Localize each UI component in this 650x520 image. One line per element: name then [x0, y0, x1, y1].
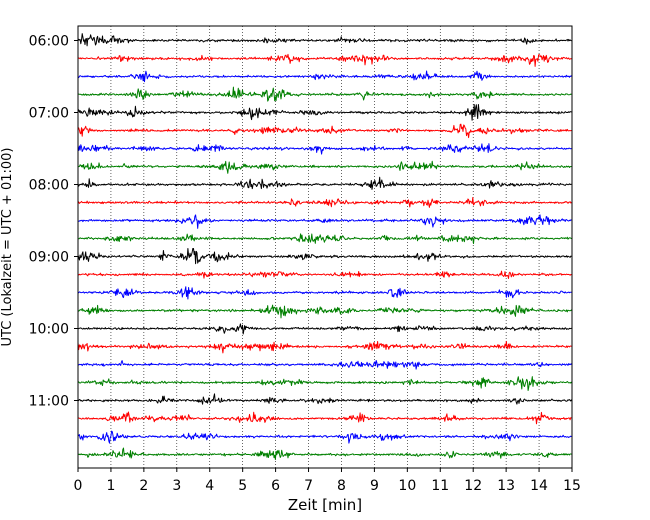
trace-line: [77, 323, 572, 335]
y-tick-label: 07:00: [29, 106, 69, 122]
x-tick-label: 7: [304, 478, 313, 494]
y-tick-label: 09:00: [29, 250, 69, 266]
trace-line: [77, 233, 572, 245]
trace-line: [77, 411, 572, 425]
y-axis-label: UTC (Lokalzeit = UTC + 01:00): [0, 148, 15, 347]
trace-line: [77, 143, 572, 155]
x-tick-label: 4: [205, 478, 214, 494]
x-tick-label: 13: [497, 478, 515, 494]
x-tick-label: 10: [398, 478, 416, 494]
trace-line: [77, 248, 572, 265]
trace-line: [77, 360, 572, 370]
x-tick-label: 6: [271, 478, 280, 494]
trace-line: [77, 176, 572, 190]
y-axis: 06:00 07:00 08:00 09:00 10:00 11:00: [29, 34, 78, 410]
trace-line: [77, 270, 572, 279]
trace-line: [77, 286, 572, 300]
trace-line: [77, 340, 572, 354]
y-tick-label: 06:00: [29, 34, 69, 50]
x-axis-label: Zeit [min]: [288, 496, 362, 514]
x-tick-label: 5: [238, 478, 247, 494]
trace-line: [77, 196, 572, 208]
trace-line: [77, 33, 572, 47]
x-tick-label: 2: [139, 478, 148, 494]
trace-line: [77, 393, 572, 405]
y-tick-label: 11:00: [29, 394, 69, 410]
trace-line: [77, 214, 572, 229]
trace-line: [77, 447, 572, 461]
trace-line: [77, 376, 572, 391]
trace-line: [77, 86, 572, 102]
x-tick-label: 8: [337, 478, 346, 494]
trace-line: [77, 104, 572, 121]
y-tick-label: 08:00: [29, 178, 69, 194]
x-tick-label: 11: [431, 478, 449, 494]
x-tick-label: 0: [74, 478, 83, 494]
seismic-traces: [77, 33, 572, 461]
x-axis: 0 1 2 3 4 5 6 7 8 9 10 11 12 13 14 15: [74, 468, 581, 494]
trace-line: [77, 123, 572, 139]
x-tick-label: 1: [106, 478, 115, 494]
x-tick-label: 14: [530, 478, 548, 494]
x-tick-label: 9: [370, 478, 379, 494]
y-tick-label: 10:00: [29, 322, 69, 338]
trace-line: [77, 160, 572, 174]
trace-line: [77, 304, 572, 319]
trace-line: [77, 430, 572, 444]
x-tick-label: 15: [563, 478, 581, 494]
trace-line: [77, 53, 572, 67]
x-tick-label: 12: [464, 478, 482, 494]
trace-line: [77, 70, 572, 83]
x-tick-label: 3: [172, 478, 181, 494]
plot-frame: [77, 25, 573, 469]
